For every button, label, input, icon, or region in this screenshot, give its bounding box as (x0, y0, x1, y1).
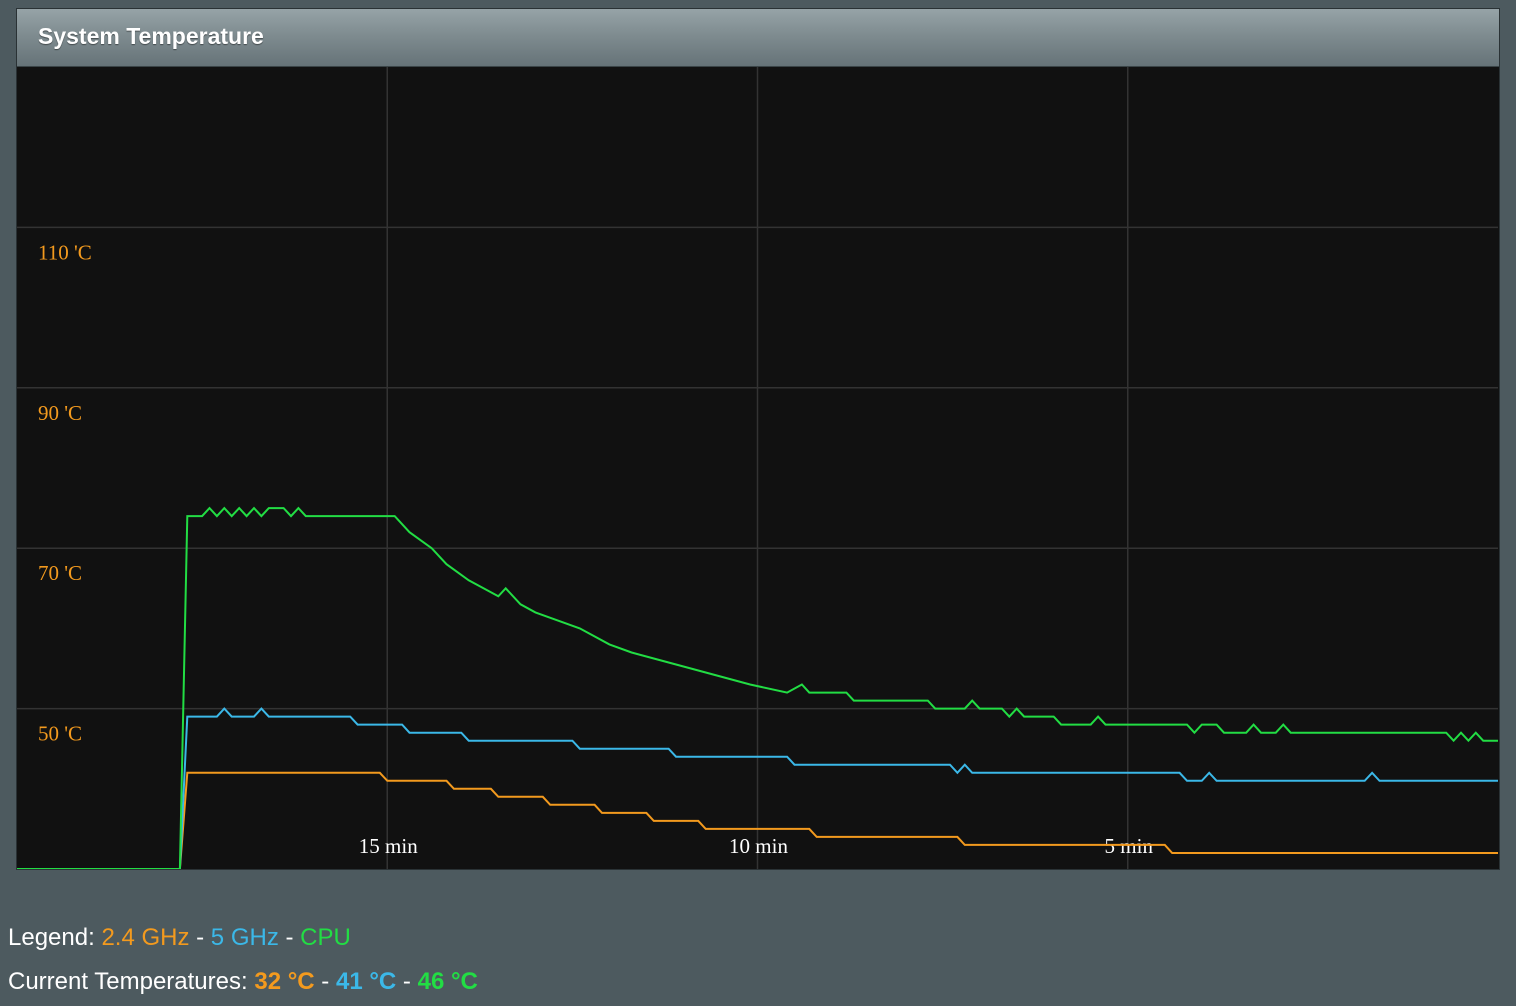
series-line-2-4-ghz (17, 771, 1498, 869)
temperature-chart: 110 'C 90 'C 70 'C 50 'C 15 min 10 min 5 min (17, 67, 1498, 869)
current-temperatures-label: Current Temperatures: (8, 968, 248, 995)
y-tick-label: 110 'C (38, 240, 92, 264)
current-temperatures-row: Current Temperatures: 32 °C - 41 °C - 46… (8, 960, 478, 1004)
legend-separator: - (189, 924, 211, 951)
series-line-5-ghz (17, 707, 1498, 869)
current-separator: - (314, 968, 336, 995)
panel-header: System Temperature (17, 9, 1499, 67)
legend-separator: - (278, 924, 301, 951)
current-separator: - (396, 968, 418, 995)
series-line-cpu (17, 506, 1498, 869)
legend-item-24ghz: 2.4 GHz (101, 924, 190, 951)
current-temp-cpu: 46 °C (417, 968, 478, 995)
y-tick-label: 70 'C (38, 561, 82, 585)
panel-title: System Temperature (38, 23, 264, 49)
x-tick-label: 5 min (1105, 834, 1154, 858)
legend-item-cpu: CPU (300, 924, 351, 951)
x-axis-labels: 15 min 10 min 5 min (359, 834, 1154, 858)
y-tick-label: 50 'C (38, 722, 82, 746)
legend-area: Legend: 2.4 GHz - 5 GHz - CPU Current Te… (8, 916, 478, 1004)
x-tick-label: 10 min (729, 834, 788, 858)
chart-grid (17, 67, 1498, 869)
y-tick-label: 90 'C (38, 401, 82, 425)
legend-label: Legend: (8, 924, 95, 951)
current-temp-5ghz: 41 °C (335, 968, 397, 995)
y-axis-labels: 110 'C 90 'C 70 'C 50 'C (38, 240, 92, 745)
legend-item-5ghz: 5 GHz (210, 924, 279, 951)
x-tick-label: 15 min (359, 834, 418, 858)
current-temp-24ghz: 32 °C (254, 968, 315, 995)
legend-row: Legend: 2.4 GHz - 5 GHz - CPU (8, 916, 478, 960)
series-lines (17, 506, 1498, 869)
